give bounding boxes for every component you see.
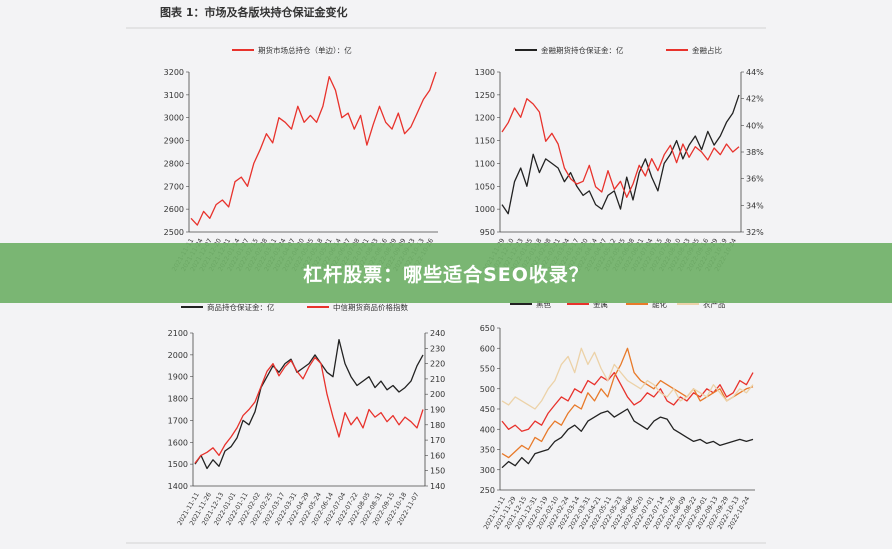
y-tick-label: 500 (480, 385, 495, 394)
y-tick-label: 3100 (164, 91, 184, 100)
legend-label: 商品持仓保证金：亿 (207, 302, 275, 312)
legend-label: 能化 (652, 299, 667, 309)
y-tick-label: 1100 (475, 159, 495, 168)
y2-tick-label: 150 (430, 467, 445, 476)
y-tick-label: 1250 (475, 91, 495, 100)
chart-commodity: 1400 1500 1600 1700 1800 1900 2000 2100 140 150 16… (168, 302, 446, 527)
y-tick-label: 300 (480, 466, 495, 475)
y2-tick-label: 230 (430, 344, 445, 353)
chart-total: 250026002700280029003000310032002021-11-… (164, 45, 438, 273)
y-tick-label: 1050 (475, 182, 495, 191)
y-tick-label: 1900 (168, 373, 188, 382)
figure-title: 图表 1：市场及各版块持仓保证金变化 (160, 5, 347, 19)
chart-sectors: 2503003504004505005506006502021-11-11202… (480, 299, 755, 531)
y-tick-label: 1200 (475, 114, 495, 123)
y-tick-label: 2800 (164, 159, 184, 168)
y-tick-label: 2700 (164, 182, 184, 191)
y-tick-label: 650 (480, 324, 495, 333)
y2-tick-label: 170 (430, 436, 445, 445)
y-tick-label: 1700 (168, 416, 188, 425)
y2-tick-label: 44% (746, 68, 764, 77)
y-tick-label: 350 (480, 446, 495, 455)
series-line-financial-0 (501, 94, 740, 215)
y-tick-label: 1500 (168, 460, 188, 469)
y2-tick-label: 40% (746, 121, 764, 130)
legend-label: 金属 (593, 299, 608, 309)
y2-tick-label: 190 (430, 406, 445, 415)
series-line-sectors-0 (501, 408, 754, 469)
series-line-sectors-3 (501, 347, 754, 410)
y2-tick-label: 140 (430, 482, 445, 491)
y2-tick-label: 240 (430, 329, 445, 338)
y2-tick-label: 32% (746, 228, 764, 237)
overlay-banner: 杠杆股票：哪些适合SEO收录？ (0, 243, 892, 303)
y-tick-label: 3200 (164, 68, 184, 77)
y2-tick-label: 38% (746, 148, 764, 157)
y-tick-label: 3000 (164, 114, 184, 123)
y-tick-label: 2500 (164, 228, 184, 237)
y-tick-label: 1400 (168, 482, 188, 491)
legend-label: 金融期货持仓保证金：亿 (541, 45, 624, 55)
y-tick-label: 550 (480, 365, 495, 374)
series-line-total-0 (190, 71, 437, 226)
y-tick-label: 2900 (164, 137, 184, 146)
y-tick-label: 1000 (475, 205, 495, 214)
y2-tick-label: 210 (430, 375, 445, 384)
y-tick-label: 1300 (475, 68, 495, 77)
y-tick-label: 250 (480, 486, 495, 495)
y-tick-label: 2600 (164, 205, 184, 214)
y-tick-label: 600 (480, 344, 495, 353)
chart-financial: 950 1000 1050 1100 1150 1200 1250 1300 32% 34% 36%… (475, 45, 765, 273)
y-tick-label: 1600 (168, 438, 188, 447)
series-line-sectors-2 (501, 347, 754, 459)
series-line-commodity-1 (194, 356, 424, 464)
y-tick-label: 1150 (475, 137, 495, 146)
y-tick-label: 2100 (168, 329, 188, 338)
y-tick-label: 400 (480, 425, 495, 434)
y-tick-label: 450 (480, 405, 495, 414)
banner-title: 杠杆股票：哪些适合SEO收录？ (303, 263, 589, 286)
y2-tick-label: 36% (746, 175, 764, 184)
y-tick-label: 1800 (168, 395, 188, 404)
y2-tick-label: 160 (430, 451, 445, 460)
y2-tick-label: 200 (430, 390, 445, 399)
y2-tick-label: 42% (746, 95, 764, 104)
y-tick-label: 2000 (168, 351, 188, 360)
legend-label: 金融占比 (692, 45, 722, 55)
y2-tick-label: 34% (746, 201, 764, 210)
series-line-sectors-1 (501, 371, 754, 432)
legend-label: 农产品 (703, 299, 726, 309)
y2-tick-label: 180 (430, 421, 445, 430)
y-tick-label: 950 (480, 228, 495, 237)
series-line-financial-1 (501, 98, 740, 198)
legend-label: 期货市场总持仓（单边）：亿 (258, 45, 352, 55)
y2-tick-label: 220 (430, 360, 445, 369)
legend-label: 黑色 (536, 299, 551, 309)
legend-label: 中信期货商品价格指数 (333, 302, 408, 312)
series-line-commodity-0 (194, 338, 424, 470)
